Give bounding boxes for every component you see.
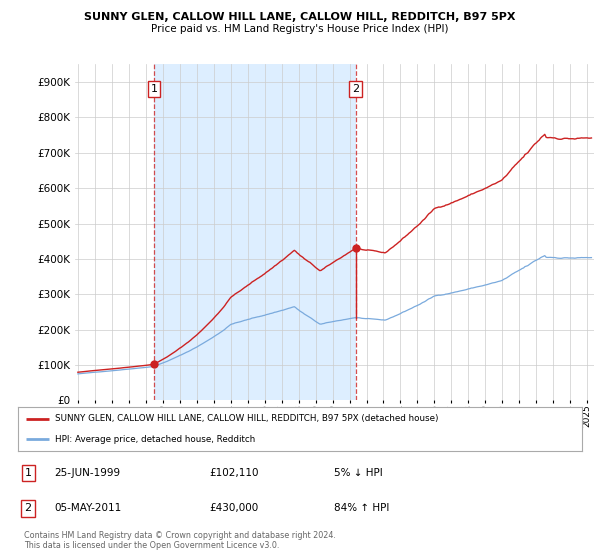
Text: 2: 2 [25, 503, 32, 514]
Text: 1: 1 [25, 468, 32, 478]
Text: 5% ↓ HPI: 5% ↓ HPI [334, 468, 383, 478]
Text: £102,110: £102,110 [210, 468, 259, 478]
Text: £430,000: £430,000 [210, 503, 259, 514]
Text: 84% ↑ HPI: 84% ↑ HPI [334, 503, 389, 514]
Text: SUNNY GLEN, CALLOW HILL LANE, CALLOW HILL, REDDITCH, B97 5PX (detached house): SUNNY GLEN, CALLOW HILL LANE, CALLOW HIL… [55, 414, 438, 423]
Text: Price paid vs. HM Land Registry's House Price Index (HPI): Price paid vs. HM Land Registry's House … [151, 24, 449, 34]
Text: Contains HM Land Registry data © Crown copyright and database right 2024.
This d: Contains HM Land Registry data © Crown c… [24, 531, 336, 550]
Text: 05-MAY-2011: 05-MAY-2011 [55, 503, 122, 514]
Text: 2: 2 [352, 84, 359, 94]
Bar [154, 64, 356, 400]
Text: 1: 1 [151, 84, 157, 94]
Text: 25-JUN-1999: 25-JUN-1999 [55, 468, 121, 478]
Text: HPI: Average price, detached house, Redditch: HPI: Average price, detached house, Redd… [55, 435, 255, 444]
Text: SUNNY GLEN, CALLOW HILL LANE, CALLOW HILL, REDDITCH, B97 5PX: SUNNY GLEN, CALLOW HILL LANE, CALLOW HIL… [84, 12, 516, 22]
